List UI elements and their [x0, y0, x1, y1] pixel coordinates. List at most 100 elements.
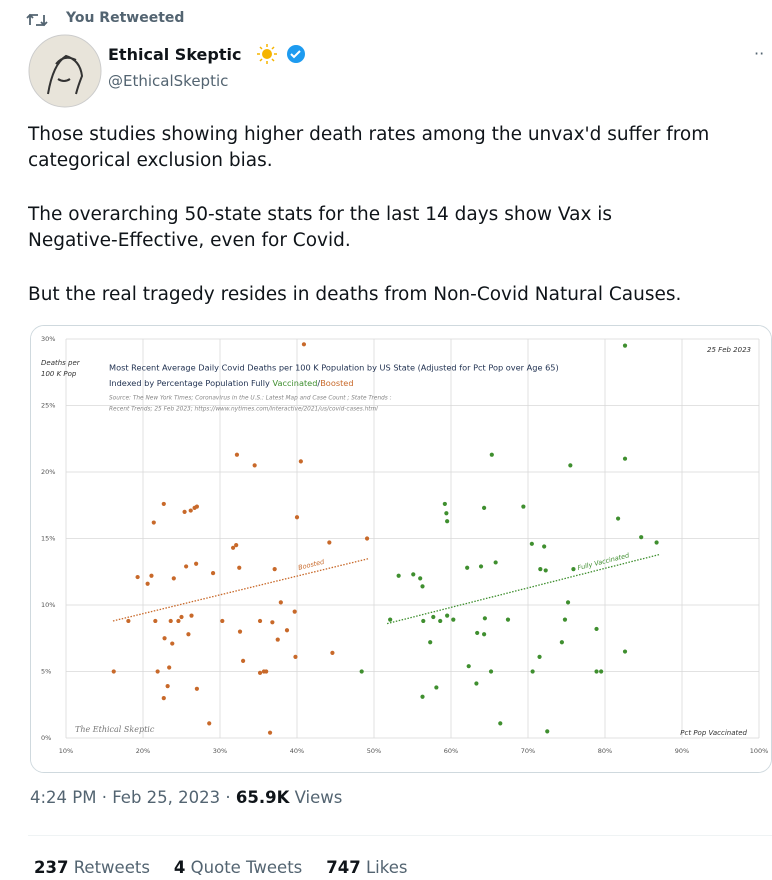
- y-axis-label: 100 K Pop: [41, 370, 77, 378]
- tweet-meta: 4:24 PM · Feb 25, 2023 · 65.9K Views: [30, 788, 342, 807]
- x-tick-label: 10%: [59, 747, 73, 755]
- data-point: [270, 620, 275, 625]
- data-point: [594, 626, 599, 632]
- subtitle-part: Vaccinated: [273, 378, 318, 388]
- data-point: [420, 694, 425, 699]
- data-point: [434, 685, 439, 690]
- stat-count[interactable]: 747: [326, 858, 361, 877]
- data-point: [428, 640, 433, 645]
- x-tick-label: 80%: [598, 747, 612, 755]
- data-point: [135, 574, 140, 580]
- data-point: [654, 540, 659, 545]
- chart-date: 25 Feb 2023: [707, 346, 751, 354]
- display-name[interactable]: Ethical Skeptic: [108, 45, 242, 64]
- avatar[interactable]: [28, 34, 102, 108]
- tweet-stats: 237 Retweets 4 Quote Tweets 747 Likes: [34, 858, 431, 877]
- source-note: Source: The New York Times; Coronavirus …: [109, 396, 392, 402]
- data-point: [451, 617, 456, 622]
- data-point: [145, 581, 150, 586]
- data-point: [545, 729, 550, 734]
- data-point: [194, 686, 199, 691]
- data-point: [155, 669, 160, 674]
- data-point: [264, 669, 269, 674]
- data-point: [488, 669, 494, 674]
- y-tick-label: 30%: [41, 335, 55, 343]
- handle[interactable]: @EthicalSkeptic: [108, 72, 229, 90]
- stat-count[interactable]: 237: [34, 858, 69, 877]
- data-point: [444, 511, 449, 516]
- data-point: [466, 664, 471, 669]
- stat-label[interactable]: Retweets: [73, 858, 150, 877]
- data-point: [622, 456, 628, 461]
- data-point: [176, 618, 181, 624]
- data-point: [257, 670, 263, 675]
- data-point: [149, 573, 154, 578]
- chart: 0% 5% 10% 15% 20% 25% 30% 10% 20% 30% 40% 50% 60% 70%…: [31, 326, 771, 772]
- data-point: [411, 572, 416, 577]
- data-point: [521, 504, 526, 509]
- more-menu[interactable]: ··: [754, 44, 765, 63]
- y-axis-label: Deaths per: [41, 359, 81, 367]
- data-point: [474, 681, 479, 686]
- stat-label[interactable]: Likes: [365, 858, 408, 877]
- data-point: [241, 658, 246, 663]
- data-point: [234, 543, 239, 548]
- text-line: Those studies showing higher death rates…: [28, 124, 710, 145]
- data-point: [167, 665, 172, 670]
- data-point: [543, 568, 548, 573]
- data-point: [442, 501, 447, 507]
- data-point: [388, 617, 393, 622]
- subtitle-part: Boosted: [320, 378, 353, 388]
- stat-count[interactable]: 4: [173, 858, 186, 877]
- data-point: [420, 584, 425, 589]
- data-point: [292, 609, 297, 614]
- data-point: [179, 614, 184, 620]
- chart-title: Most Recent Average Daily Covid Deaths p…: [109, 363, 559, 373]
- data-point: [267, 730, 273, 735]
- data-point: [565, 600, 571, 605]
- stat-label[interactable]: Quote Tweets: [190, 858, 303, 877]
- data-point: [162, 636, 167, 641]
- data-point: [445, 613, 450, 618]
- data-point: [161, 501, 166, 507]
- data-point: [538, 566, 543, 572]
- data-point: [186, 632, 191, 637]
- x-tick-label: 50%: [367, 747, 381, 755]
- data-point: [364, 536, 370, 541]
- text-line: Negative-Effective, even for Covid.: [28, 230, 351, 251]
- data-point: [293, 654, 298, 659]
- data-point: [438, 618, 443, 624]
- data-point: [571, 566, 576, 572]
- data-point: [237, 565, 242, 570]
- data-point: [234, 452, 240, 457]
- data-point: [594, 669, 599, 674]
- data-point: [301, 342, 307, 347]
- data-point: [252, 463, 257, 468]
- data-point: [622, 343, 628, 348]
- x-axis-label: Pct Pop Vaccinated: [680, 729, 747, 737]
- retweet-icon: [26, 13, 48, 27]
- data-point: [615, 516, 621, 521]
- data-point: [542, 544, 547, 549]
- data-point: [529, 541, 534, 546]
- data-point: [475, 630, 480, 636]
- data-point: [562, 617, 568, 622]
- data-point: [189, 613, 194, 618]
- data-point: [182, 509, 187, 514]
- tweet-text: Those studies showing higher death rates…: [28, 122, 772, 336]
- data-point: [622, 649, 628, 654]
- x-tick-label: 90%: [675, 747, 689, 755]
- data-point: [530, 669, 535, 674]
- y-tick-label: 15%: [41, 535, 55, 543]
- chart-subtitle: Indexed by Percentage Population Fully V…: [109, 378, 354, 388]
- paragraph: The overarching 50-state stats for the l…: [28, 202, 772, 254]
- paragraph: Those studies showing higher death rates…: [28, 122, 772, 174]
- x-tick-label: 20%: [136, 747, 150, 755]
- data-point: [330, 650, 335, 655]
- chart-image[interactable]: 0% 5% 10% 15% 20% 25% 30% 10% 20% 30% 40% 50% 60% 70%…: [30, 325, 772, 773]
- data-point: [272, 566, 277, 572]
- name-badges: [257, 44, 305, 64]
- text-line: The overarching 50-state stats for the l…: [28, 204, 613, 225]
- trend-line: [386, 553, 660, 625]
